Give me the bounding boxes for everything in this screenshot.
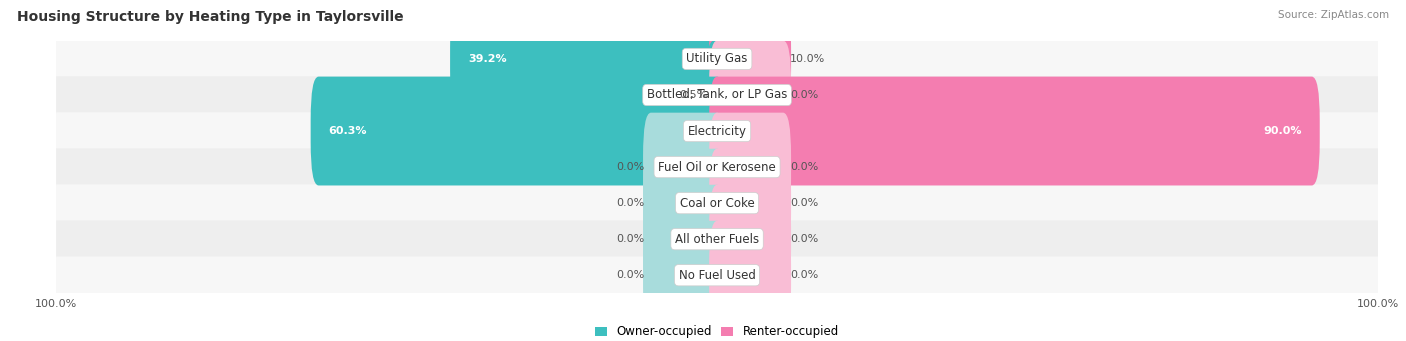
Text: All other Fuels: All other Fuels bbox=[675, 233, 759, 246]
FancyBboxPatch shape bbox=[56, 40, 1378, 78]
Text: 10.0%: 10.0% bbox=[790, 54, 825, 64]
FancyBboxPatch shape bbox=[709, 185, 792, 294]
Text: 0.0%: 0.0% bbox=[616, 162, 644, 172]
Text: 0.0%: 0.0% bbox=[790, 162, 818, 172]
FancyBboxPatch shape bbox=[709, 149, 792, 257]
Text: Utility Gas: Utility Gas bbox=[686, 53, 748, 65]
FancyBboxPatch shape bbox=[709, 4, 792, 113]
Text: Bottled, Tank, or LP Gas: Bottled, Tank, or LP Gas bbox=[647, 89, 787, 102]
Text: Source: ZipAtlas.com: Source: ZipAtlas.com bbox=[1278, 10, 1389, 20]
Text: 0.0%: 0.0% bbox=[790, 234, 818, 244]
Text: Electricity: Electricity bbox=[688, 124, 747, 137]
Text: Coal or Coke: Coal or Coke bbox=[679, 197, 755, 210]
Text: 0.5%: 0.5% bbox=[679, 90, 707, 100]
FancyBboxPatch shape bbox=[311, 77, 725, 186]
FancyBboxPatch shape bbox=[56, 148, 1378, 186]
FancyBboxPatch shape bbox=[643, 149, 725, 257]
Text: Housing Structure by Heating Type in Taylorsville: Housing Structure by Heating Type in Tay… bbox=[17, 10, 404, 24]
Text: No Fuel Used: No Fuel Used bbox=[679, 269, 755, 282]
Text: 0.0%: 0.0% bbox=[790, 270, 818, 280]
Text: 90.0%: 90.0% bbox=[1264, 126, 1302, 136]
FancyBboxPatch shape bbox=[450, 4, 725, 113]
Text: 0.0%: 0.0% bbox=[616, 198, 644, 208]
FancyBboxPatch shape bbox=[643, 113, 725, 222]
FancyBboxPatch shape bbox=[56, 184, 1378, 222]
FancyBboxPatch shape bbox=[709, 77, 1320, 186]
FancyBboxPatch shape bbox=[709, 113, 792, 222]
Text: 39.2%: 39.2% bbox=[468, 54, 506, 64]
FancyBboxPatch shape bbox=[56, 112, 1378, 150]
Text: Fuel Oil or Kerosene: Fuel Oil or Kerosene bbox=[658, 161, 776, 174]
Text: 0.0%: 0.0% bbox=[790, 198, 818, 208]
Legend: Owner-occupied, Renter-occupied: Owner-occupied, Renter-occupied bbox=[591, 321, 844, 341]
FancyBboxPatch shape bbox=[709, 221, 792, 330]
FancyBboxPatch shape bbox=[643, 185, 725, 294]
Text: 60.3%: 60.3% bbox=[329, 126, 367, 136]
Text: 0.0%: 0.0% bbox=[616, 234, 644, 244]
FancyBboxPatch shape bbox=[56, 256, 1378, 294]
FancyBboxPatch shape bbox=[643, 221, 725, 330]
Text: 0.0%: 0.0% bbox=[616, 270, 644, 280]
FancyBboxPatch shape bbox=[56, 220, 1378, 258]
FancyBboxPatch shape bbox=[709, 41, 792, 149]
FancyBboxPatch shape bbox=[56, 76, 1378, 114]
FancyBboxPatch shape bbox=[706, 41, 725, 149]
Text: 0.0%: 0.0% bbox=[790, 90, 818, 100]
